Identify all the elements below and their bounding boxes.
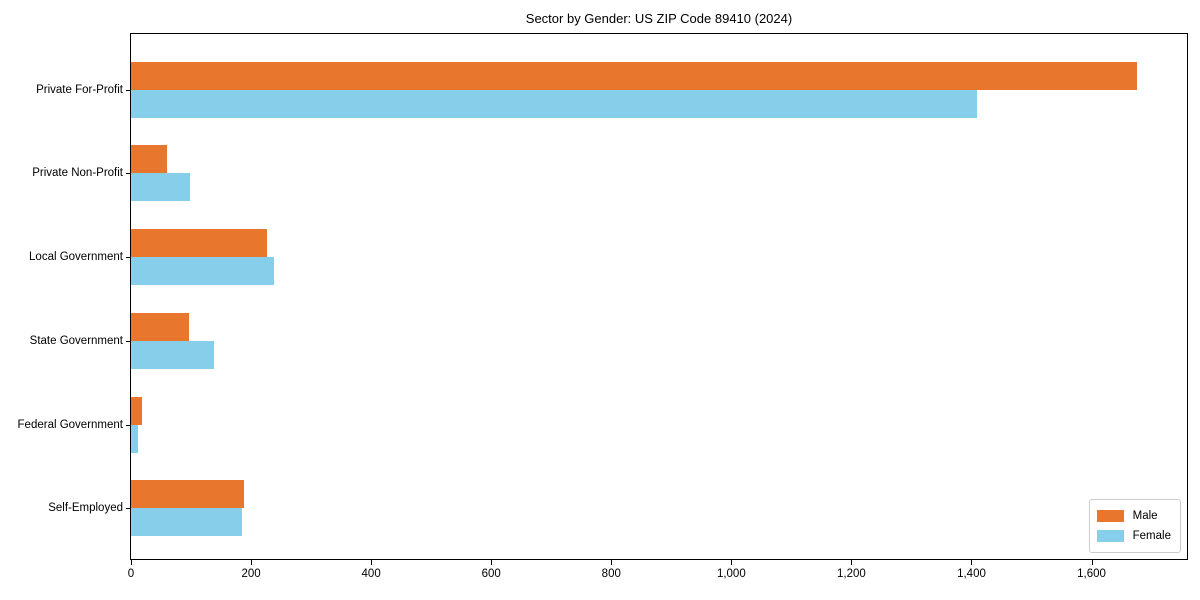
bar-male (131, 312, 190, 341)
xtick-mark (851, 560, 853, 565)
ytick-mark (126, 424, 131, 426)
xtick-mark (371, 560, 373, 565)
xtick-label: 600 (481, 568, 501, 580)
xtick-label: 200 (241, 568, 261, 580)
female-color-swatch (1096, 530, 1124, 542)
xtick-mark (491, 560, 493, 565)
xtick-mark (251, 560, 253, 565)
xtick-mark (731, 560, 733, 565)
xtick-mark (611, 560, 613, 565)
xtick-label: 1,200 (837, 568, 866, 580)
legend-label-male: Male (1132, 510, 1158, 522)
xtick-label: 800 (601, 568, 621, 580)
legend-label-female: Female (1132, 530, 1171, 542)
chart-title: Sector by Gender: US ZIP Code 89410 (202… (525, 11, 793, 26)
bar-female (131, 173, 190, 202)
ytick-label: Private For-Profit (36, 83, 123, 96)
ytick-label: Local Government (29, 251, 123, 264)
xtick-label: 1,600 (1077, 568, 1106, 580)
male-color-swatch (1096, 510, 1124, 522)
bar-female (131, 257, 275, 286)
ytick-label: State Government (29, 334, 123, 347)
bar-female (131, 424, 138, 453)
ytick-mark (126, 173, 131, 175)
legend-item-male: Male (1096, 506, 1171, 526)
bar-male (131, 229, 267, 258)
ytick-label: Federal Government (17, 418, 123, 431)
ytick-label: Private Non-Profit (32, 167, 123, 180)
ytick-mark (126, 257, 131, 259)
xtick-label: 1,400 (957, 568, 986, 580)
xtick-label: 400 (361, 568, 381, 580)
xtick-mark (971, 560, 973, 565)
xtick-label: 1,000 (716, 568, 746, 580)
legend: Male Female (1088, 499, 1181, 553)
bar-male (131, 61, 1137, 90)
bar-female (131, 89, 978, 118)
bar-female (131, 508, 243, 537)
ytick-mark (126, 508, 131, 510)
bar-female (131, 340, 215, 369)
ytick-mark (126, 340, 131, 342)
xtick-mark (131, 560, 132, 565)
bar-male (131, 396, 143, 425)
ytick-mark (126, 89, 131, 91)
xtick-label: 0 (127, 568, 135, 580)
xtick-mark (1091, 560, 1093, 565)
plot-area: Male Female Private For-Profit Private No… (18, 33, 1188, 580)
ytick-label: Self-Employed (48, 502, 123, 515)
bar-male (131, 145, 168, 174)
bar-male (131, 480, 244, 509)
legend-item-female: Female (1096, 526, 1171, 546)
